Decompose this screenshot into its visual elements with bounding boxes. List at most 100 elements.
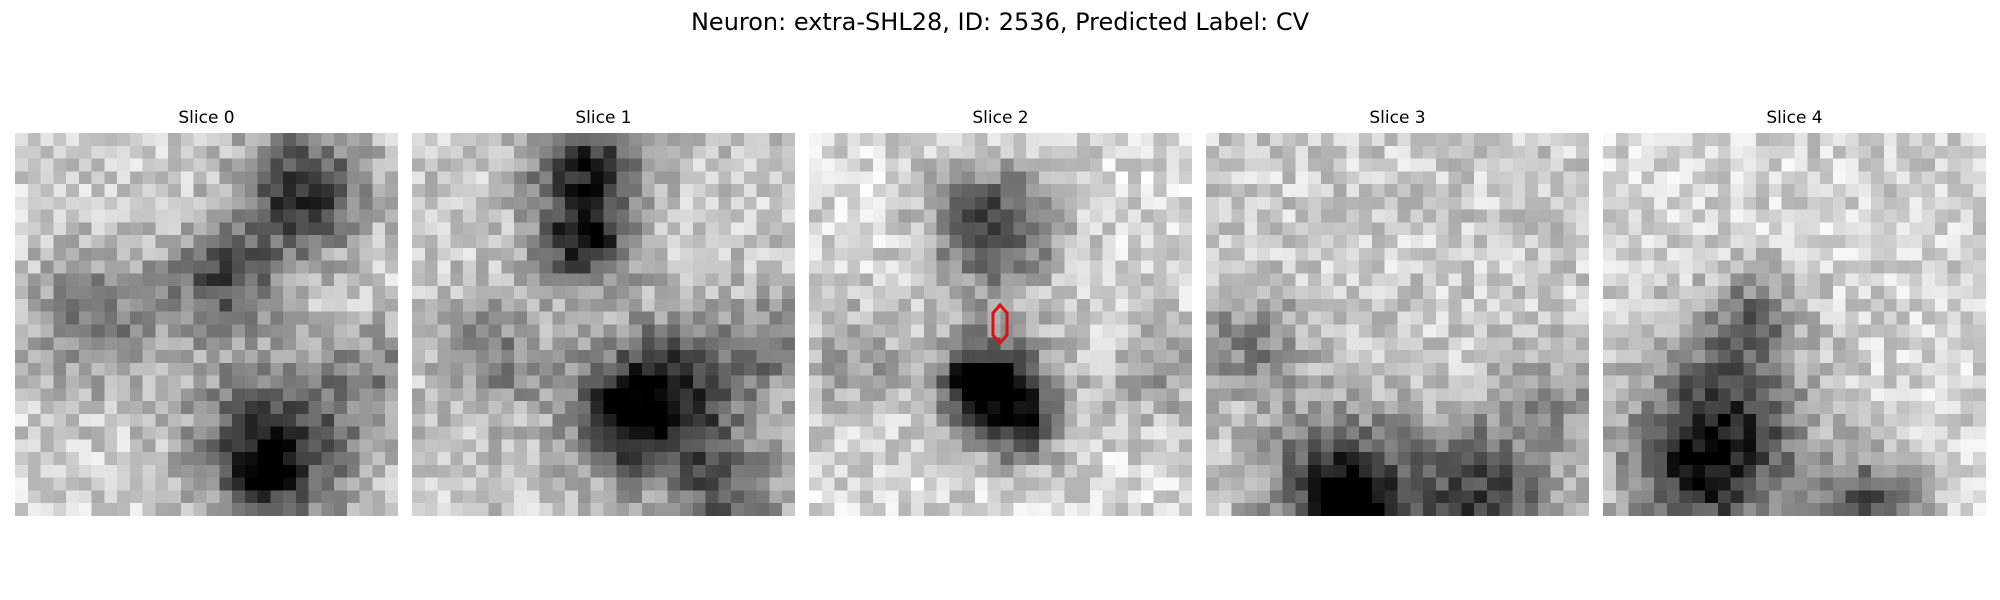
pixel-cell bbox=[1768, 464, 1783, 479]
pixel-cell bbox=[834, 503, 848, 516]
pixel-cell bbox=[346, 273, 361, 287]
pixel-cell bbox=[1206, 222, 1220, 236]
pixel-cell bbox=[1641, 222, 1655, 236]
pixel-cell bbox=[1794, 413, 1808, 428]
pixel-cell bbox=[680, 184, 694, 198]
pixel-cell bbox=[962, 209, 976, 223]
pixel-cell bbox=[743, 158, 758, 172]
pixel-cell bbox=[782, 247, 795, 262]
pixel-cell bbox=[743, 350, 758, 364]
pixel-cell bbox=[1295, 439, 1309, 453]
pixel-cell bbox=[1153, 209, 1168, 223]
pixel-cell bbox=[1064, 439, 1078, 453]
pixel-cell bbox=[949, 196, 963, 211]
pixel-cell bbox=[244, 222, 259, 236]
pixel-cell bbox=[501, 464, 515, 479]
pixel-cell bbox=[1153, 247, 1168, 262]
pixel-cell bbox=[1269, 490, 1284, 504]
pixel-cell bbox=[1295, 171, 1309, 185]
pixel-cell bbox=[1641, 375, 1655, 389]
pixel-cell bbox=[743, 464, 758, 479]
pixel-cell bbox=[321, 209, 335, 223]
pixel-cell bbox=[488, 145, 502, 160]
pixel-cell bbox=[911, 490, 925, 504]
pixel-cell bbox=[1359, 375, 1373, 389]
pixel-cell bbox=[847, 298, 861, 313]
pixel-cell bbox=[1013, 209, 1027, 223]
pixel-cell bbox=[923, 401, 938, 415]
pixel-cell bbox=[1140, 133, 1155, 147]
pixel-cell bbox=[1525, 439, 1539, 453]
pixel-cell bbox=[1461, 222, 1475, 236]
pixel-cell bbox=[911, 311, 925, 326]
pixel-cell bbox=[590, 286, 605, 300]
pixel-cell bbox=[667, 350, 681, 364]
pixel-cell bbox=[692, 184, 707, 198]
pixel-cell bbox=[1973, 196, 1986, 211]
pixel-cell bbox=[680, 337, 694, 351]
pixel-cell bbox=[283, 298, 297, 313]
pixel-cell bbox=[308, 362, 322, 377]
pixel-cell bbox=[1115, 222, 1129, 236]
pixel-cell bbox=[1679, 388, 1693, 402]
pixel-cell bbox=[1807, 439, 1821, 453]
pixel-cell bbox=[1756, 477, 1770, 492]
pixel-cell bbox=[885, 209, 899, 223]
pixel-cell bbox=[603, 490, 617, 504]
pixel-cell bbox=[1013, 477, 1027, 492]
pixel-cell bbox=[1794, 503, 1808, 516]
pixel-cell bbox=[1794, 298, 1808, 313]
pixel-cell bbox=[15, 464, 29, 479]
pixel-cell bbox=[1845, 184, 1859, 198]
pixel-cell bbox=[1743, 503, 1757, 516]
pixel-cell bbox=[1705, 158, 1719, 172]
pixel-cell bbox=[1730, 452, 1745, 466]
pixel-cell bbox=[40, 184, 54, 198]
pixel-cell bbox=[1615, 439, 1630, 453]
pixel-cell bbox=[1858, 235, 1872, 249]
pixel-cell bbox=[1206, 452, 1220, 466]
pixel-cell bbox=[1973, 184, 1986, 198]
pixel-cell bbox=[1166, 464, 1180, 479]
pixel-cell bbox=[654, 337, 668, 351]
pixel-cell bbox=[295, 375, 310, 389]
pixel-cell bbox=[219, 401, 233, 415]
pixel-cell bbox=[53, 362, 67, 377]
pixel-cell bbox=[1781, 464, 1796, 479]
pixel-cell bbox=[590, 401, 605, 415]
pixel-cell bbox=[1140, 401, 1155, 415]
pixel-cell bbox=[629, 133, 643, 147]
pixel-cell bbox=[1244, 362, 1258, 377]
pixel-cell bbox=[1000, 133, 1014, 147]
pixel-cell bbox=[78, 235, 93, 249]
pixel-cell bbox=[193, 311, 208, 326]
pixel-cell bbox=[1679, 477, 1693, 492]
pixel-cell bbox=[987, 388, 1002, 402]
pixel-cell bbox=[1794, 222, 1808, 236]
pixel-cell bbox=[66, 413, 80, 428]
pixel-cell bbox=[117, 337, 131, 351]
pixel-cell bbox=[1282, 388, 1296, 402]
pixel-cell bbox=[78, 133, 93, 147]
pixel-cell bbox=[346, 464, 361, 479]
pixel-cell bbox=[1717, 477, 1732, 492]
pixel-cell bbox=[450, 311, 464, 326]
pixel-cell bbox=[1973, 158, 1986, 172]
pixel-cell bbox=[283, 464, 297, 479]
pixel-cell bbox=[1026, 503, 1040, 516]
pixel-cell bbox=[1794, 350, 1808, 364]
pixel-cell bbox=[346, 477, 361, 492]
pixel-cell bbox=[66, 196, 80, 211]
pixel-cell bbox=[1102, 362, 1116, 377]
pixel-cell bbox=[104, 375, 118, 389]
pixel-cell bbox=[1525, 209, 1539, 223]
pixel-cell bbox=[1282, 273, 1296, 287]
pixel-cell bbox=[412, 426, 426, 440]
pixel-cell bbox=[539, 401, 554, 415]
predicted-location-marker bbox=[991, 302, 1009, 346]
pixel-cell bbox=[1000, 222, 1014, 236]
pixel-cell bbox=[1064, 235, 1078, 249]
pixel-cell bbox=[616, 375, 630, 389]
pixel-cell bbox=[1525, 324, 1539, 338]
pixel-cell bbox=[1064, 158, 1078, 172]
